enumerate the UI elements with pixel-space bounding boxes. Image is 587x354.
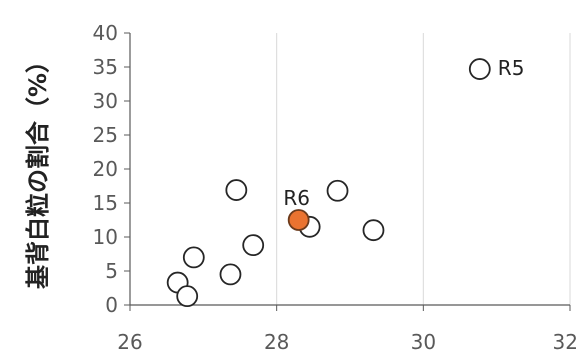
data-point bbox=[182, 246, 205, 269]
data-point bbox=[362, 219, 385, 242]
x-tick-label: 32 bbox=[553, 330, 578, 354]
y-tick-labels: 0 5 10 15 20 25 30 35 40 bbox=[93, 21, 118, 317]
y-axis-label: 基背白粒の割合（%） bbox=[24, 49, 52, 289]
y-tick-label: 30 bbox=[93, 89, 118, 113]
data-point bbox=[225, 179, 248, 201]
y-tick-label: 40 bbox=[93, 21, 118, 45]
y-tick-label: 20 bbox=[93, 157, 118, 181]
x-tick-labels: 26 28 30 32 bbox=[117, 330, 578, 354]
data-point bbox=[468, 58, 491, 80]
point-labels: R5 R6 bbox=[283, 56, 524, 210]
data-point bbox=[219, 263, 242, 286]
data-points bbox=[166, 58, 491, 308]
y-tick-label: 15 bbox=[93, 191, 118, 215]
y-tick-label: 0 bbox=[105, 293, 118, 317]
data-point bbox=[242, 234, 265, 257]
data-point bbox=[176, 285, 199, 308]
x-tick-label: 28 bbox=[264, 330, 289, 354]
point-label: R6 bbox=[283, 186, 310, 210]
axes bbox=[124, 32, 571, 311]
y-tick-label: 25 bbox=[93, 123, 118, 147]
gridlines bbox=[276, 33, 571, 305]
data-point bbox=[326, 179, 349, 202]
y-tick-label: 5 bbox=[105, 259, 118, 283]
data-point bbox=[287, 209, 310, 231]
point-label: R5 bbox=[498, 56, 525, 80]
y-tick-label: 10 bbox=[93, 225, 118, 249]
y-tick-label: 35 bbox=[93, 55, 118, 79]
x-tick-label: 30 bbox=[411, 330, 436, 354]
x-tick-label: 26 bbox=[117, 330, 142, 354]
